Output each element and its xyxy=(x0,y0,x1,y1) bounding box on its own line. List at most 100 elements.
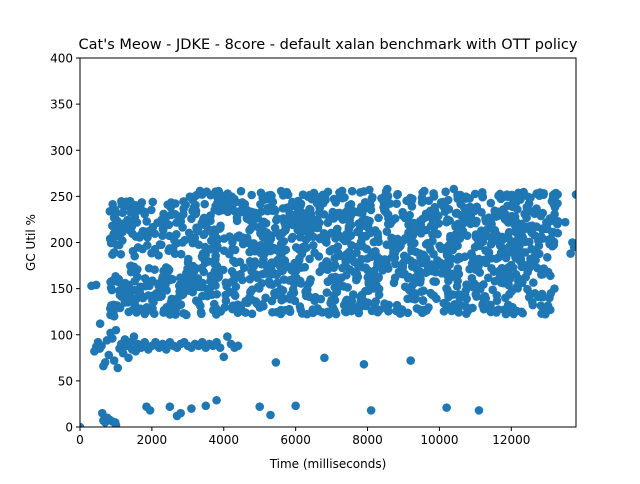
data-point xyxy=(417,193,427,202)
data-point xyxy=(155,240,165,249)
data-point xyxy=(536,211,546,221)
data-point xyxy=(123,199,133,208)
y-tick-label: 50 xyxy=(58,374,73,388)
data-point xyxy=(212,395,221,405)
data-point xyxy=(385,199,395,208)
data-point xyxy=(382,240,392,249)
data-point xyxy=(106,283,116,293)
data-point xyxy=(229,256,238,266)
data-point xyxy=(442,248,452,258)
data-point xyxy=(427,260,436,269)
data-point xyxy=(124,295,133,305)
data-point xyxy=(444,292,453,302)
data-point xyxy=(373,232,383,242)
data-point xyxy=(443,215,452,224)
data-point xyxy=(513,205,522,214)
data-point xyxy=(359,296,368,306)
data-point xyxy=(201,401,211,411)
data-point xyxy=(416,274,425,284)
data-point xyxy=(490,276,500,286)
data-point xyxy=(247,190,256,200)
data-point xyxy=(281,262,291,271)
data-point xyxy=(109,300,119,310)
data-point xyxy=(532,189,541,198)
data-point xyxy=(168,300,178,309)
data-point xyxy=(483,273,493,283)
data-point xyxy=(507,248,516,257)
data-point xyxy=(100,358,110,367)
data-point xyxy=(398,236,408,246)
data-point xyxy=(245,274,255,284)
data-point xyxy=(176,408,185,418)
data-point xyxy=(305,216,315,225)
data-point xyxy=(258,232,268,242)
data-point xyxy=(187,404,196,413)
data-point xyxy=(494,191,503,201)
data-point xyxy=(251,241,260,251)
data-point xyxy=(471,290,481,299)
data-point xyxy=(335,190,345,200)
data-point xyxy=(553,216,563,226)
data-point xyxy=(111,325,121,335)
data-point xyxy=(297,263,306,272)
data-point xyxy=(474,261,483,271)
data-point xyxy=(571,190,576,199)
data-point xyxy=(365,185,374,195)
data-point xyxy=(204,257,213,266)
data-point xyxy=(258,300,267,309)
data-point xyxy=(449,269,458,279)
data-point xyxy=(214,224,224,234)
data-point xyxy=(417,258,427,268)
data-point xyxy=(285,304,294,314)
x-axis-label: Time (milliseconds) xyxy=(269,457,387,471)
data-point xyxy=(186,276,196,286)
data-point xyxy=(111,272,120,281)
data-point xyxy=(161,219,170,228)
data-point xyxy=(436,244,446,254)
y-tick-label: 200 xyxy=(50,236,73,250)
data-point xyxy=(470,242,480,252)
data-point xyxy=(398,262,408,272)
data-point xyxy=(533,263,542,273)
data-point xyxy=(361,231,371,241)
data-point xyxy=(234,207,244,216)
data-point xyxy=(124,222,133,232)
data-point xyxy=(130,276,139,286)
data-point xyxy=(126,208,135,217)
data-point xyxy=(124,353,133,363)
data-point xyxy=(170,209,180,219)
data-point xyxy=(259,217,269,227)
data-point xyxy=(184,254,193,264)
data-point xyxy=(302,309,312,319)
y-tick-label: 250 xyxy=(50,190,73,204)
data-point xyxy=(120,278,130,288)
data-point xyxy=(256,199,265,209)
data-point xyxy=(488,285,498,295)
data-point xyxy=(247,285,257,295)
data-point xyxy=(522,202,532,212)
data-point xyxy=(374,273,383,283)
data-point xyxy=(420,306,430,316)
data-point xyxy=(270,223,280,233)
data-point xyxy=(161,345,171,354)
data-point xyxy=(141,227,151,237)
data-point xyxy=(366,406,376,415)
data-point xyxy=(126,288,135,298)
data-point xyxy=(538,269,548,279)
data-point xyxy=(269,204,279,214)
data-point xyxy=(429,223,439,232)
data-point xyxy=(223,196,232,205)
data-point xyxy=(410,219,419,228)
data-point xyxy=(499,278,509,288)
data-point xyxy=(474,406,484,415)
data-point xyxy=(347,186,357,196)
data-point xyxy=(354,219,363,228)
data-point xyxy=(373,307,382,317)
data-point xyxy=(464,304,474,314)
data-point xyxy=(325,246,335,256)
data-point xyxy=(225,232,234,241)
data-point xyxy=(310,296,319,305)
data-point xyxy=(510,241,520,251)
data-point xyxy=(242,213,252,223)
data-point xyxy=(525,237,534,247)
